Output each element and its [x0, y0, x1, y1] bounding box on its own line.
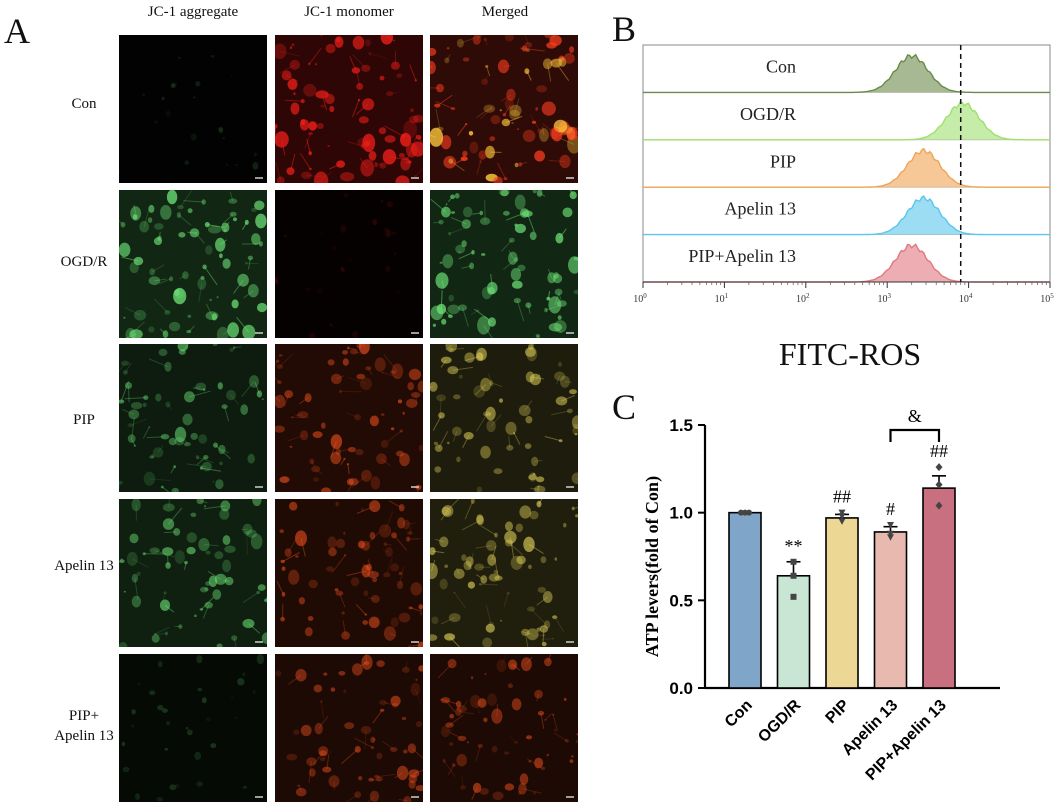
data-point [790, 593, 797, 600]
histogram-fill-2 [643, 101, 1050, 140]
data-point [838, 518, 846, 525]
data-point [790, 558, 797, 565]
micrograph-monomer-row-2 [275, 190, 423, 338]
micrograph-merged-row-1 [430, 35, 578, 183]
significance-mark-5: ## [930, 441, 948, 461]
x-tick-label: 101 [715, 292, 729, 305]
x-category-label-1: Con [722, 697, 756, 731]
row-label-pip-apelin13-line1: PIP+ [68, 708, 100, 724]
series-label-4: Apelin 13 [725, 199, 797, 219]
bar-4 [873, 531, 908, 689]
histogram-line-3 [643, 147, 1050, 188]
scale-bar [566, 486, 574, 488]
micrograph-monomer-row-1 [275, 35, 423, 183]
micrograph-aggregate-row-2 [119, 190, 267, 338]
x-tick-label: 100 [633, 292, 647, 305]
scale-bar [411, 641, 419, 643]
row-label-apelin13: Apelin 13 [54, 558, 114, 574]
micrograph-merged-row-3 [430, 344, 578, 492]
micrograph-merged-row-5 [430, 654, 578, 802]
y-tick-label: 0.5 [669, 591, 693, 610]
data-point [935, 501, 943, 510]
column-header-jc1-aggregate: JC-1 aggregate [147, 4, 239, 20]
y-tick-label: 1.0 [669, 504, 693, 523]
panel-c-letter: C [612, 387, 637, 427]
data-point [746, 509, 752, 516]
significance-mark-3: ## [833, 487, 851, 507]
atp-bar-chart: 0.0 0.5 1.0 1.5 ATP levers(fold of Con) Con **… [642, 406, 1000, 784]
y-tick-label: 0.0 [669, 679, 693, 698]
x-axis-title: FITC-ROS [779, 336, 921, 372]
comparison-bracket [889, 428, 941, 442]
x-category-label-2: OGD/R [755, 696, 804, 745]
x-tick-label: 102 [796, 292, 810, 305]
series-label-5: PIP+Apelin 13 [688, 246, 796, 266]
row-label-ogdr: OGD/R [60, 254, 108, 270]
series-label-2: OGD/R [740, 104, 796, 124]
histogram-line-2 [643, 100, 1050, 141]
x-tick-label: 103 [877, 292, 891, 305]
row-label-pip-apelin13: PIP+ Apelin 13 [34, 706, 134, 746]
bar-1 [728, 511, 762, 689]
y-tick-label: 1.5 [669, 416, 693, 435]
significance-mark-2: ** [785, 536, 803, 556]
data-point [838, 513, 846, 520]
scale-bar [255, 486, 263, 488]
micrograph-aggregate-row-3 [119, 344, 267, 492]
histogram-fill-1 [643, 54, 1050, 93]
data-point [935, 480, 943, 489]
micrograph-aggregate-row-4 [119, 499, 267, 647]
panel-b-letter: B [612, 9, 637, 49]
bracket-label: & [908, 406, 922, 426]
histogram-line-1 [643, 53, 1050, 94]
histogram-fill-4 [643, 196, 1050, 235]
series-label-3: PIP [770, 151, 796, 171]
data-point [887, 530, 894, 538]
scale-bar [411, 177, 419, 179]
histogram-fill-3 [643, 148, 1050, 188]
scale-bar [255, 796, 263, 798]
scale-bar [566, 641, 574, 643]
micrograph-monomer-row-3 [275, 344, 423, 492]
scale-bar [566, 796, 574, 798]
bar-3 [825, 517, 859, 689]
scale-bar [255, 177, 263, 179]
scale-bar [411, 332, 419, 334]
micrograph-monomer-row-5 [275, 654, 423, 802]
column-header-jc1-monomer: JC-1 monomer [304, 4, 394, 20]
row-label-pip: PIP [73, 412, 95, 428]
x-tick-label: 104 [959, 292, 973, 305]
column-header-merged: Merged [481, 4, 529, 20]
histogram-line-4 [643, 195, 1050, 236]
panel-a-letter: A [4, 11, 30, 51]
x-category-label-3: PIP [823, 697, 853, 727]
bar-2 [776, 574, 811, 689]
micrograph-aggregate-row-5 [119, 654, 267, 802]
scale-bar [566, 332, 574, 334]
row-label-pip-apelin13-line2: Apelin 13 [54, 728, 114, 744]
scale-bar [411, 796, 419, 798]
data-point [790, 572, 797, 579]
micrograph-aggregate-row-1 [119, 35, 267, 183]
micrograph-merged-row-4 [430, 499, 578, 647]
data-point [838, 509, 846, 517]
micrograph-monomer-row-4 [275, 499, 423, 647]
scale-bar [255, 641, 263, 643]
bar-5 [922, 487, 956, 689]
significance-mark-4: # [886, 499, 895, 519]
data-point [935, 463, 943, 472]
micrograph-merged-row-2 [430, 190, 578, 338]
data-point [887, 521, 894, 529]
scale-bar [566, 177, 574, 179]
row-label-con: Con [71, 96, 97, 112]
flow-histogram-chart: Con OGD/R PIP Apelin 13 PIP+Apelin 13 100 101 1… [633, 44, 1054, 372]
y-axis-title: ATP levers(fold of Con) [642, 476, 663, 657]
x-tick-label: 105 [1040, 292, 1054, 305]
data-point [887, 534, 894, 541]
scale-bar [411, 486, 419, 488]
scale-bar [255, 332, 263, 334]
series-label-1: Con [766, 57, 796, 77]
